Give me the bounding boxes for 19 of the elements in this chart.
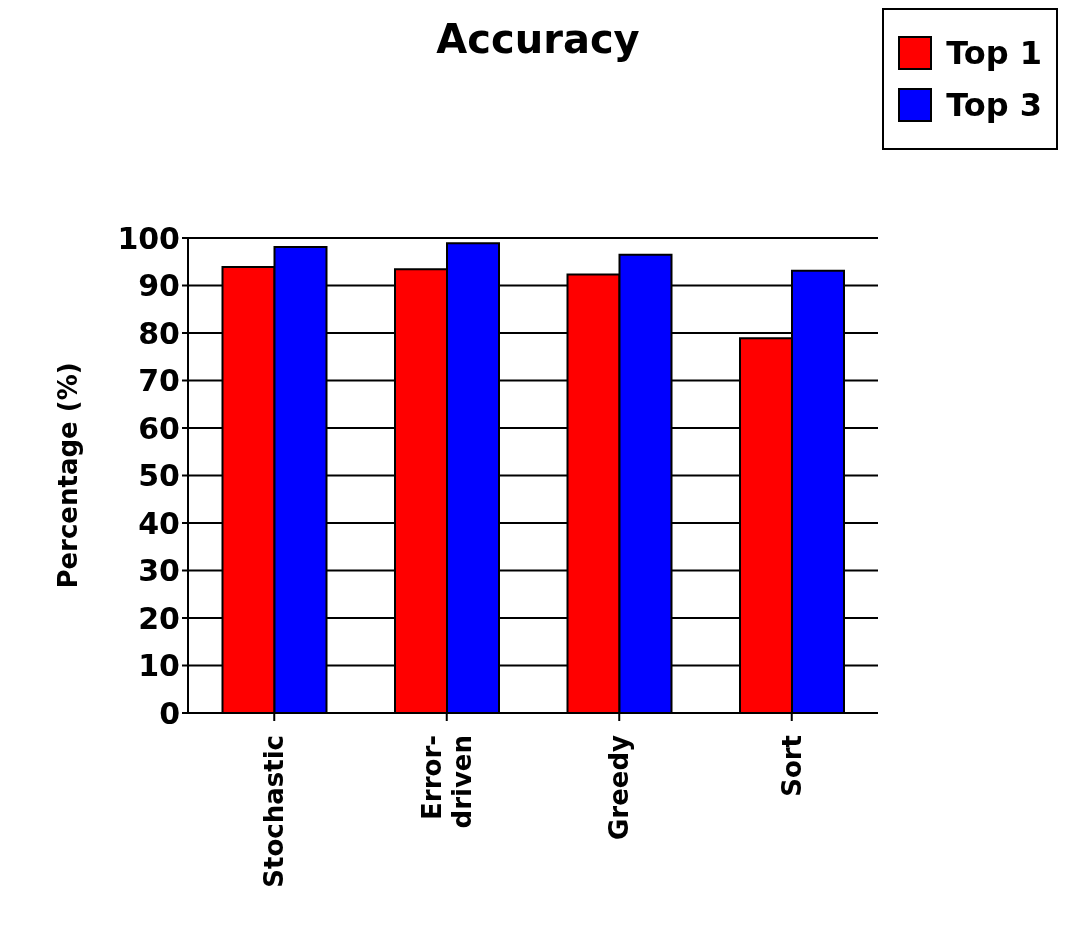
- x-tick-label: Sort: [776, 735, 807, 797]
- chart-title: Accuracy: [435, 16, 641, 62]
- y-tick-label: 100: [117, 220, 180, 256]
- y-tick-label: 10: [138, 648, 180, 684]
- y-tick-label: 40: [138, 505, 180, 541]
- legend-label: Top 3: [946, 86, 1042, 124]
- y-tick-label: 50: [138, 458, 180, 494]
- y-tick-label: 70: [138, 363, 180, 399]
- y-tick-label: 0: [159, 695, 180, 731]
- y-tick-label: 60: [138, 410, 180, 446]
- x-tick-label: Error- driven: [416, 735, 477, 829]
- x-tick-label: Stochastic: [259, 735, 290, 888]
- y-tick-label: 80: [138, 315, 180, 351]
- y-axis-title: Percentage (%): [53, 362, 84, 589]
- x-tick-label: Greedy: [604, 734, 635, 840]
- y-tick-label: 20: [138, 600, 180, 636]
- y-tick-label: 90: [138, 268, 180, 304]
- y-tick-label: 30: [138, 553, 180, 589]
- legend-label: Top 1: [946, 34, 1042, 72]
